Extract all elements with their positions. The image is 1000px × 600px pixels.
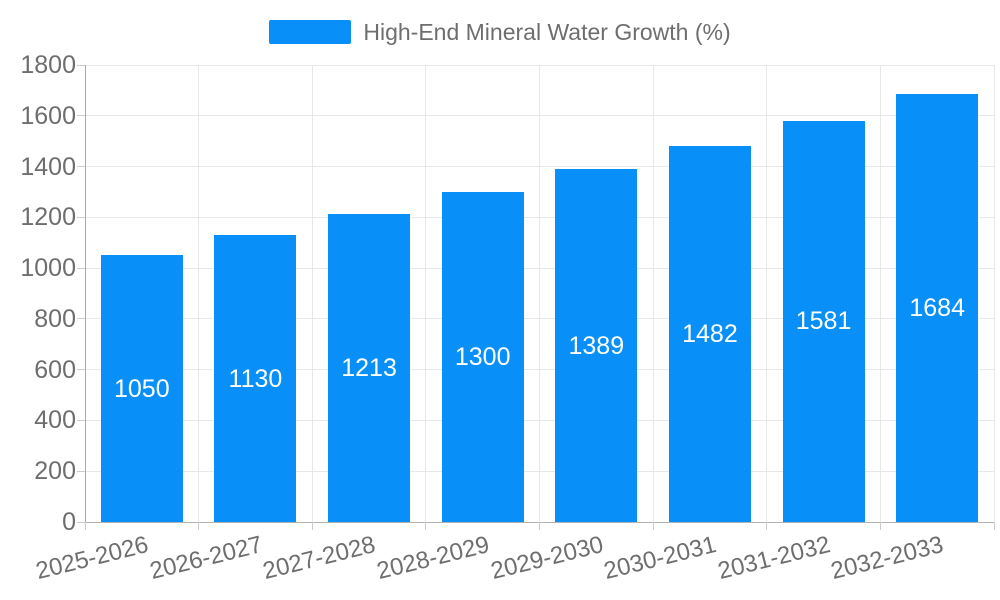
bar-2025-2026[interactable]	[100, 255, 183, 522]
bar-2032-2033[interactable]	[896, 94, 979, 522]
legend-item[interactable]: High-End Mineral Water Growth (%)	[0, 20, 1000, 44]
x-axis-tick	[993, 522, 995, 530]
x-axis-label: 2029-2030	[487, 531, 606, 585]
y-axis-tick	[77, 419, 85, 421]
y-axis-tick	[77, 115, 85, 117]
x-gridline	[652, 65, 654, 522]
y-axis-tick	[77, 216, 85, 218]
x-axis-label: 2032-2033	[828, 531, 947, 585]
bar-2029-2030[interactable]	[555, 169, 638, 522]
y-axis-tick	[77, 369, 85, 371]
x-gridline	[993, 65, 995, 522]
legend-swatch	[269, 20, 352, 44]
x-axis-label: 2028-2029	[374, 531, 492, 585]
y-axis-tick	[77, 64, 85, 66]
y-axis-tick	[77, 318, 85, 320]
bar-2030-2031[interactable]	[668, 145, 751, 522]
y-axis-label: 1800	[20, 51, 76, 79]
y-axis-line	[84, 65, 86, 523]
bar-2027-2028[interactable]	[328, 214, 411, 522]
x-axis-tick	[198, 522, 200, 530]
x-axis-label: 2026-2027	[146, 531, 265, 585]
x-axis-tick	[539, 522, 540, 530]
x-axis-tick	[311, 522, 313, 530]
y-axis-label: 1000	[20, 254, 76, 283]
y-axis-label: 1200	[20, 203, 76, 232]
x-axis-label: 2025-2026	[33, 531, 152, 585]
x-gridline	[425, 65, 427, 522]
legend-label: High-End Mineral Water Growth (%)	[363, 19, 731, 45]
y-axis-tick	[77, 470, 85, 472]
x-axis-tick	[879, 522, 881, 530]
y-axis-label: 600	[34, 355, 76, 384]
y-axis-label: 1600	[20, 101, 76, 130]
y-axis-label: 0	[62, 508, 76, 536]
x-axis-tick	[425, 522, 427, 530]
x-gridline	[766, 65, 768, 522]
x-axis-label: 2027-2028	[260, 531, 379, 585]
x-gridline	[311, 65, 313, 522]
x-gridline	[879, 65, 881, 522]
x-axis-label: 2031-2032	[714, 531, 833, 585]
y-axis-label: 200	[34, 457, 76, 486]
y-axis-label: 800	[34, 304, 76, 333]
x-axis-tick	[84, 522, 86, 530]
y-axis-label: 1400	[20, 152, 76, 181]
x-axis-tick	[766, 522, 768, 530]
x-gridline	[198, 65, 200, 522]
x-gridline	[539, 65, 540, 522]
bar-2031-2032[interactable]	[782, 120, 865, 522]
y-axis-tick	[77, 521, 85, 523]
x-axis-tick	[652, 522, 654, 530]
bar-2028-2029[interactable]	[441, 191, 524, 522]
x-axis-label: 2030-2031	[601, 531, 720, 585]
y-axis-label: 400	[34, 406, 76, 435]
y-axis-tick	[77, 166, 85, 168]
y-axis-tick	[77, 267, 85, 269]
bar-2026-2027[interactable]	[214, 235, 297, 522]
